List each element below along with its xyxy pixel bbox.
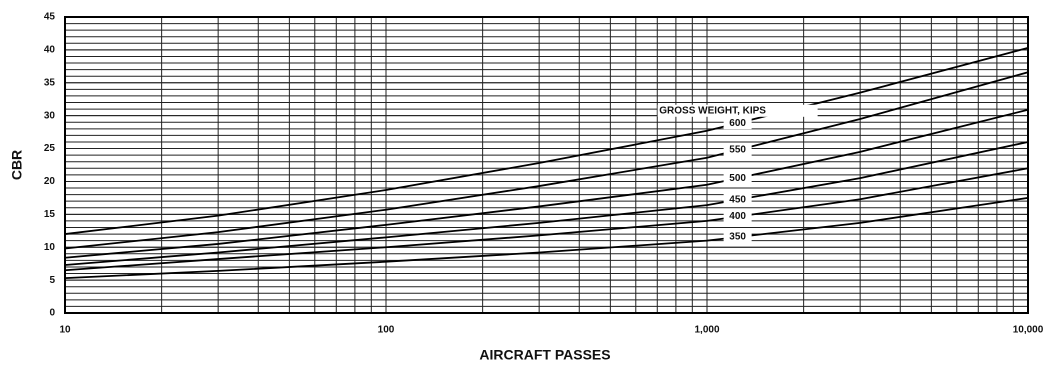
series-label: 400 [729, 211, 746, 222]
label-bg [657, 104, 818, 117]
y-tick-label: 25 [44, 143, 56, 154]
x-tick-label: 10 [59, 325, 71, 336]
label-bg [723, 231, 752, 244]
y-tick-label: 45 [44, 12, 56, 23]
y-tick-label: 35 [44, 77, 56, 88]
y-tick-label: 0 [49, 308, 55, 319]
label-bg [723, 193, 752, 206]
x-tick-label: 1,000 [694, 325, 719, 336]
label-bg [723, 144, 752, 157]
series-label: 350 [729, 232, 746, 243]
series-line [64, 141, 1029, 266]
y-axis-title: CBR [9, 150, 25, 180]
plot-frame [64, 16, 1029, 314]
y-tick-label: 5 [49, 275, 55, 286]
series-line [64, 71, 1029, 250]
series-label: 500 [729, 173, 746, 184]
y-tick-label: 15 [44, 209, 56, 220]
y-tick-label: 30 [44, 110, 56, 121]
x-tick-label: 10,000 [1013, 325, 1044, 336]
y-tick-label: 20 [44, 176, 56, 187]
y-tick-label: 40 [44, 45, 56, 56]
series-line [64, 47, 1029, 235]
series-line [64, 196, 1029, 280]
y-tick-label: 10 [44, 242, 56, 253]
label-bg [723, 117, 752, 130]
label-bg [723, 172, 752, 185]
series-label: 600 [729, 118, 746, 129]
series-line [64, 167, 1029, 272]
annotation: GROSS WEIGHT, KIPS [659, 105, 766, 116]
series-label: 550 [729, 145, 746, 156]
x-axis-title: AIRCRAFT PASSES [479, 347, 610, 363]
label-bg [723, 210, 752, 223]
x-tick-label: 100 [378, 325, 395, 336]
series-label: 450 [729, 194, 746, 205]
series-line [64, 108, 1029, 259]
